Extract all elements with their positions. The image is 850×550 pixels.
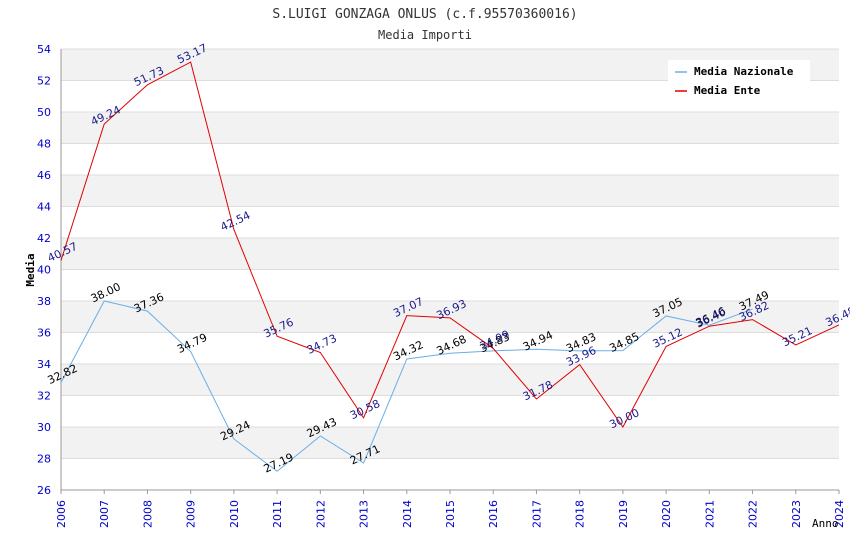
plot-bands [61, 49, 839, 459]
data-label-media-ente-2010: 42.54 [218, 209, 252, 234]
y-tick-28: 28 [37, 453, 51, 466]
x-tick-2013: 2013 [358, 500, 371, 528]
band-32 [61, 364, 839, 396]
y-tick-26: 26 [37, 484, 51, 497]
y-tick-52: 52 [37, 75, 51, 88]
data-label-media-ente-2013: 30.58 [348, 397, 382, 422]
band-48 [61, 112, 839, 144]
y-tick-34: 34 [37, 358, 51, 371]
y-tick-44: 44 [37, 201, 51, 214]
series-line-media-nazionale [60, 300, 753, 472]
y-tick-32: 32 [37, 390, 51, 403]
y-tick-48: 48 [37, 138, 51, 151]
y-tick-42: 42 [37, 232, 51, 245]
x-tick-2008: 2008 [141, 500, 154, 528]
x-tick-labels: 2006 2007 2008 2009 2010 2011 2012 2013 2014 2015… [55, 500, 846, 528]
x-tick-2016: 2016 [487, 500, 500, 528]
x-tick-2017: 2017 [530, 500, 543, 528]
x-tick-2019: 2019 [617, 500, 630, 528]
x-tick-2021: 2021 [703, 500, 716, 528]
legend-box [668, 60, 810, 102]
y-tick-labels: 26 28 30 32 34 36 38 40 42 44 46 48 50 52 54 [37, 43, 51, 497]
chart-title: S.LUIGI GONZAGA ONLUS (c.f.95570360016) [272, 7, 577, 22]
data-label-media-nazionale-2014: 34.32 [391, 338, 425, 363]
band-36 [61, 301, 839, 333]
data-label-media-nazionale-2019: 34.85 [607, 330, 641, 355]
series-line-media-ente [60, 61, 840, 428]
x-tick-2010: 2010 [228, 500, 241, 528]
y-axis-label: Media [24, 253, 37, 286]
band-40 [61, 238, 839, 270]
x-tick-2007: 2007 [98, 500, 111, 528]
legend-entry-media-nazionale: Media Nazionale [694, 65, 794, 78]
x-tick-2006: 2006 [55, 500, 68, 528]
series-lines [60, 61, 840, 472]
x-axis-label: Anno [812, 517, 839, 530]
y-tick-46: 46 [37, 169, 51, 182]
x-tick-2015: 2015 [444, 500, 457, 528]
chart-subtitle: Media Importi [378, 28, 472, 42]
data-label-media-nazionale-2009: 34.79 [175, 331, 209, 356]
y-tick-30: 30 [37, 421, 51, 434]
x-tick-2009: 2009 [185, 500, 198, 528]
legend: Media Nazionale Media Ente [668, 60, 810, 102]
x-tick-2024: 2024 [833, 500, 846, 528]
x-tick-2011: 2011 [271, 500, 284, 528]
band-28 [61, 427, 839, 459]
x-tick-2022: 2022 [747, 500, 760, 528]
x-tick-2012: 2012 [314, 500, 327, 528]
axes [60, 49, 840, 494]
x-tick-2020: 2020 [660, 500, 673, 528]
data-label-media-nazionale-2015: 34.68 [434, 333, 468, 358]
y-tick-40: 40 [37, 264, 51, 277]
data-label-media-ente-2012: 34.73 [305, 332, 339, 357]
gridlines [61, 48, 839, 491]
band-44 [61, 175, 839, 207]
x-tick-2018: 2018 [574, 500, 587, 528]
y-tick-36: 36 [37, 327, 51, 340]
x-tick-2023: 2023 [790, 500, 803, 528]
x-tick-2014: 2014 [401, 500, 414, 528]
y-tick-38: 38 [37, 295, 51, 308]
legend-entry-media-ente: Media Ente [694, 84, 761, 97]
y-tick-54: 54 [37, 43, 51, 56]
y-tick-50: 50 [37, 106, 51, 119]
